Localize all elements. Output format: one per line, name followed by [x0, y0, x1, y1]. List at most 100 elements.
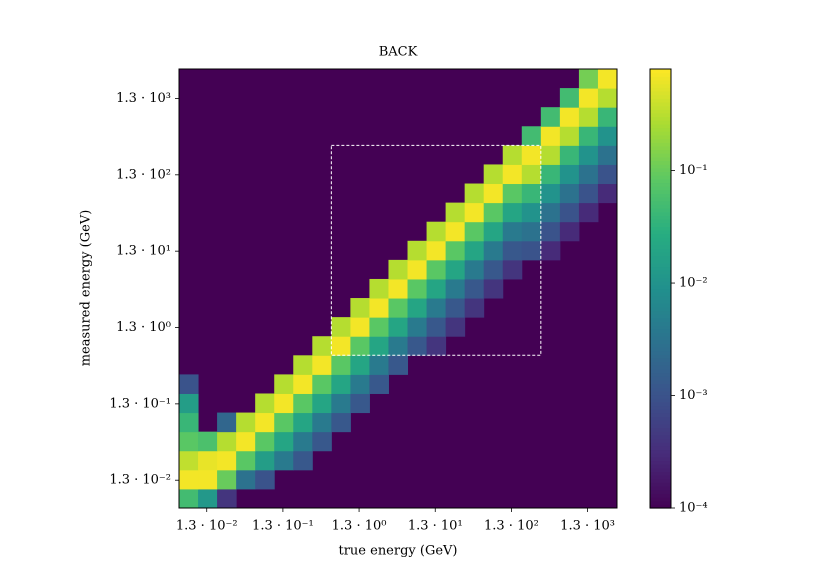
heatmap-cell — [426, 298, 447, 318]
colorbar-gradient — [650, 303, 671, 308]
heatmap-cell — [597, 126, 618, 146]
colorbar-gradient — [650, 204, 671, 209]
colorbar-gradient — [650, 493, 671, 498]
colorbar-gradient — [650, 497, 671, 502]
heatmap-cell — [597, 145, 618, 165]
heatmap-cell — [331, 374, 351, 394]
colorbar-gradient — [650, 347, 671, 352]
chart-title: BACK — [379, 45, 418, 60]
x-tick-label: 1.3 · 10⁻² — [176, 519, 238, 534]
heatmap-cell — [350, 374, 370, 394]
heatmap-cell — [274, 412, 294, 433]
colorbar-gradient — [650, 365, 671, 370]
heatmap-cell — [331, 317, 351, 337]
heatmap-cell — [236, 469, 256, 490]
heatmap-cell — [559, 202, 580, 223]
colorbar-gradient — [650, 123, 671, 129]
colorbar-gradient — [650, 240, 671, 246]
y-tick-label: 1.3 · 10⁻² — [109, 473, 171, 488]
colorbar-gradient — [650, 372, 671, 377]
colorbar-gradient — [650, 281, 671, 286]
heatmap-cell — [464, 240, 485, 261]
heatmap-cell — [255, 450, 275, 471]
colorbar-tick-label: 10⁻³ — [679, 388, 708, 403]
heatmap-cell — [388, 278, 409, 299]
colorbar-gradient — [650, 361, 671, 366]
colorbar-gradient — [650, 504, 671, 509]
colorbar-gradient — [650, 160, 671, 165]
colorbar-gradient — [650, 90, 671, 96]
colorbar-gradient — [650, 186, 671, 191]
heatmap-cell — [426, 221, 447, 242]
heatmap-cell — [426, 259, 447, 280]
heatmap-cell — [464, 278, 485, 299]
y-axis-label: measured energy (GeV) — [79, 210, 94, 367]
colorbar-gradient — [650, 456, 671, 462]
colorbar-gradient — [650, 314, 671, 319]
y-tick-label: 1.3 · 10⁻¹ — [109, 396, 171, 411]
heatmap-cell — [236, 450, 256, 471]
x-tick-label: 1.3 · 10³ — [560, 519, 615, 534]
x-tick-label: 1.3 · 10⁰ — [332, 519, 387, 534]
heatmap-cell — [540, 183, 561, 204]
heatmap-cell — [179, 488, 199, 509]
heatmap-cell — [217, 412, 237, 433]
heatmap-cell — [578, 126, 599, 146]
heatmap-cell — [388, 355, 409, 375]
colorbar-gradient — [650, 405, 671, 410]
colorbar-gradient — [650, 145, 671, 151]
heatmap-cell — [293, 355, 313, 375]
colorbar-gradient — [650, 98, 671, 103]
colorbar-gradient — [650, 178, 671, 184]
heatmap-cell — [369, 317, 389, 337]
colorbar-tick-label: 10⁻¹ — [679, 163, 708, 178]
heatmap-cell — [464, 259, 485, 280]
colorbar-gradient — [650, 288, 671, 293]
colorbar-gradient — [650, 262, 671, 268]
colorbar-gradient — [650, 76, 671, 81]
colorbar-gradient — [650, 358, 671, 363]
colorbar-gradient — [650, 482, 671, 487]
heatmap-cell — [274, 374, 294, 394]
y-tick-label: 1.3 · 10¹ — [116, 244, 171, 259]
heatmap-cell — [179, 393, 199, 414]
heatmap-cell — [312, 355, 332, 375]
colorbar-gradient — [650, 200, 671, 205]
heatmap-cell — [369, 278, 389, 299]
colorbar-gradient — [650, 270, 671, 275]
heatmap-cell — [540, 145, 561, 165]
colorbar-gradient — [650, 87, 671, 92]
colorbar-gradient — [650, 182, 671, 187]
heatmap-cell — [464, 298, 485, 318]
colorbar-gradient — [650, 478, 671, 483]
heatmap-cell — [502, 259, 523, 280]
colorbar-gradient — [650, 427, 671, 432]
heatmap-cell — [179, 450, 199, 471]
colorbar-gradient — [650, 317, 671, 323]
heatmap-cell — [217, 450, 237, 471]
heatmap-cell — [426, 278, 447, 299]
heatmap-cell — [502, 164, 523, 185]
colorbar-gradient — [650, 112, 671, 118]
heatmap-cell — [521, 126, 542, 146]
colorbar-gradient — [650, 321, 671, 326]
heatmap-cell — [293, 412, 313, 433]
heatmap-cell — [407, 336, 428, 356]
heatmap-cell — [407, 278, 428, 299]
heatmap-cell — [179, 469, 199, 490]
heatmap-cell — [198, 431, 218, 452]
heatmap-cell — [293, 393, 313, 414]
colorbar-gradient — [650, 134, 671, 140]
colorbar-gradient — [650, 299, 671, 304]
colorbar-gradient — [650, 116, 671, 121]
colorbar-gradient — [650, 453, 671, 458]
heatmap-cell — [502, 183, 523, 204]
colorbar-gradient — [650, 339, 671, 344]
heatmap-cell — [369, 336, 389, 356]
heatmap-cell — [578, 145, 599, 165]
colorbar-gradient — [650, 423, 671, 429]
colorbar-gradient — [650, 251, 671, 257]
heatmap-cell — [312, 336, 332, 356]
colorbar-gradient — [650, 390, 671, 396]
